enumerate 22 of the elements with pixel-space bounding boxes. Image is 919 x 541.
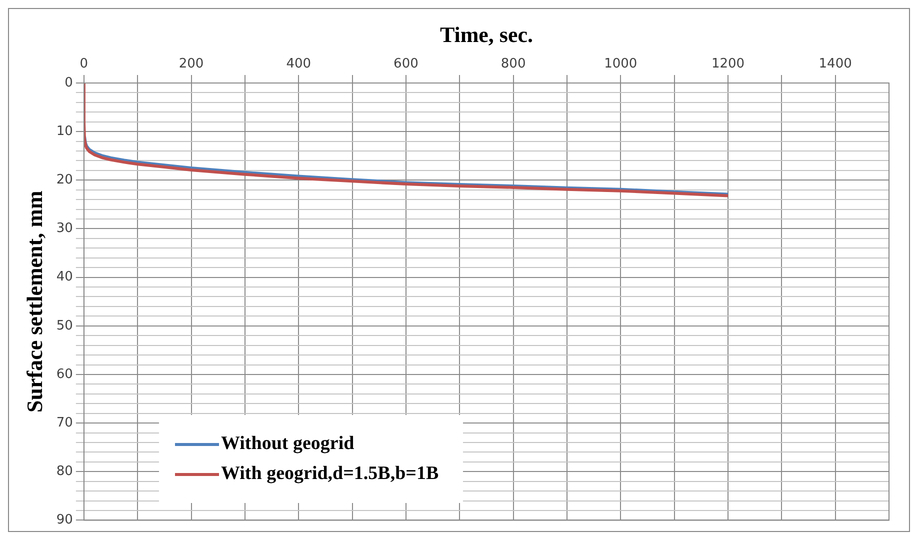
legend-label: Without geogrid (221, 433, 354, 455)
y-tick-label: 80 (56, 464, 73, 479)
x-tick-label: 600 (394, 56, 418, 72)
y-tick-label: 10 (56, 124, 73, 139)
y-tick-label: 90 (56, 512, 73, 528)
x-tick-label: 1400 (818, 56, 852, 72)
y-tick-label: 50 (56, 318, 73, 334)
x-tick-label: 1200 (711, 56, 745, 72)
x-tick-label: 0 (80, 56, 88, 72)
y-tick-label: 60 (56, 366, 73, 382)
y-tick-label: 30 (56, 221, 73, 236)
x-axis-title: Time, sec. (440, 22, 534, 47)
y-tick-label: 40 (56, 270, 73, 285)
y-tick-label: 20 (56, 172, 73, 188)
y-tick-label: 70 (56, 415, 73, 430)
y-axis-title: Surface settlement, mm (22, 190, 47, 412)
x-tick-label: 1000 (604, 56, 638, 72)
x-tick-label: 400 (286, 56, 312, 72)
x-tick-label: 800 (500, 56, 526, 72)
x-tick-label: 200 (178, 56, 204, 72)
legend-label: With geogrid,d=1.5B,b=1B (221, 463, 439, 485)
y-tick-label: 0 (64, 75, 73, 90)
